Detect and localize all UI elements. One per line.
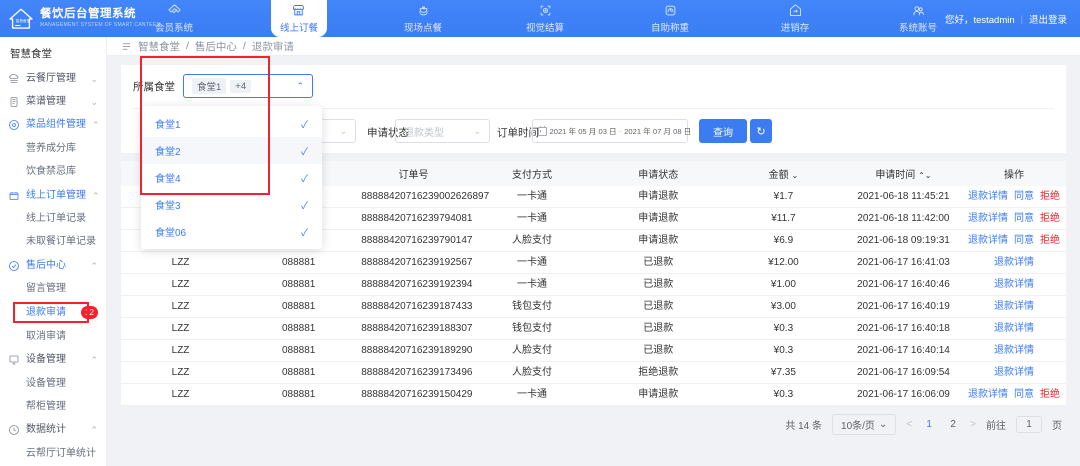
svg-text:智慧食堂: 智慧食堂 [16, 18, 31, 23]
